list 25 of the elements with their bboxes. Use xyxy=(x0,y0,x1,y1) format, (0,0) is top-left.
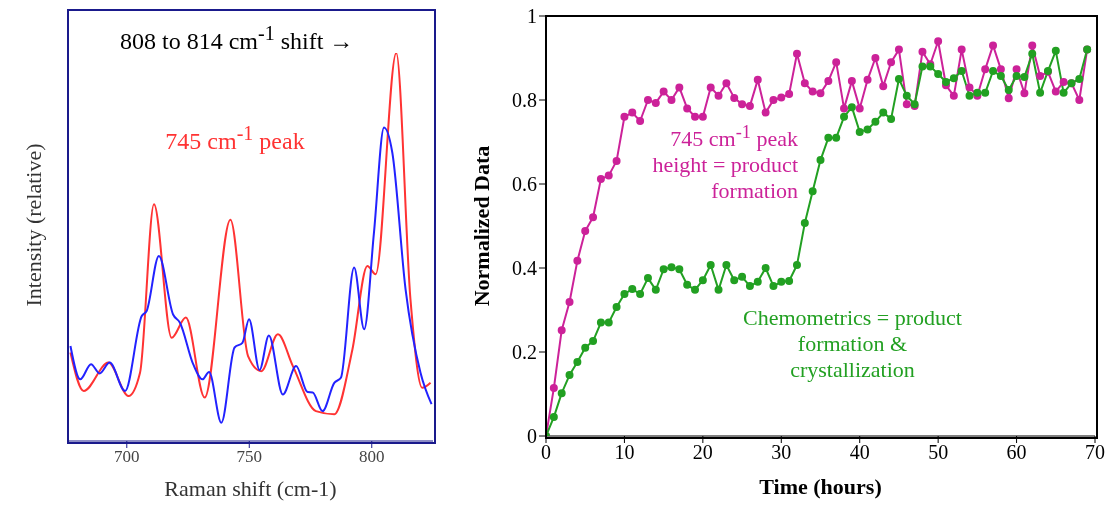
series-label: Chemometrics = product formation & crystallization xyxy=(742,305,963,383)
y-tick-label: 0.6 xyxy=(512,173,537,196)
x-tick-label: 60 xyxy=(1006,441,1027,464)
x-tick-label: 700 xyxy=(114,447,140,467)
x-axis-title: Raman shift (cm-1) xyxy=(163,476,338,502)
x-tick-label: 750 xyxy=(236,447,263,467)
y-tick-label: 0 xyxy=(527,425,537,448)
x-tick-label: 50 xyxy=(928,441,949,464)
x-tick-label: 0 xyxy=(541,441,551,464)
x-tick-label: 30 xyxy=(771,441,792,464)
x-tick-label: 20 xyxy=(692,441,713,464)
y-tick-label: 0.4 xyxy=(512,257,537,280)
y-tick-label: 1 xyxy=(527,5,537,28)
y-tick-label: 0.8 xyxy=(512,89,537,112)
x-tick-label: 70 xyxy=(1085,441,1105,464)
x-tick-label: 10 xyxy=(614,441,635,464)
x-tick-label: 40 xyxy=(849,441,870,464)
y-axis-title: Intensity (relative) xyxy=(21,143,47,307)
x-tick-label: 800 xyxy=(359,447,385,467)
x-axis-title: Time (hours) xyxy=(758,474,883,500)
annotation: 808 to 814 cm$^{-1}$ shift → xyxy=(120,22,355,56)
y-tick-label: 0.2 xyxy=(512,341,537,364)
y-axis-title: Normalized Data xyxy=(469,145,495,307)
series-label: 745 cm$^{-1}$ peak height = product formation xyxy=(651,122,798,205)
annotation: 745 cm$^{-1}$ peak xyxy=(164,122,306,156)
